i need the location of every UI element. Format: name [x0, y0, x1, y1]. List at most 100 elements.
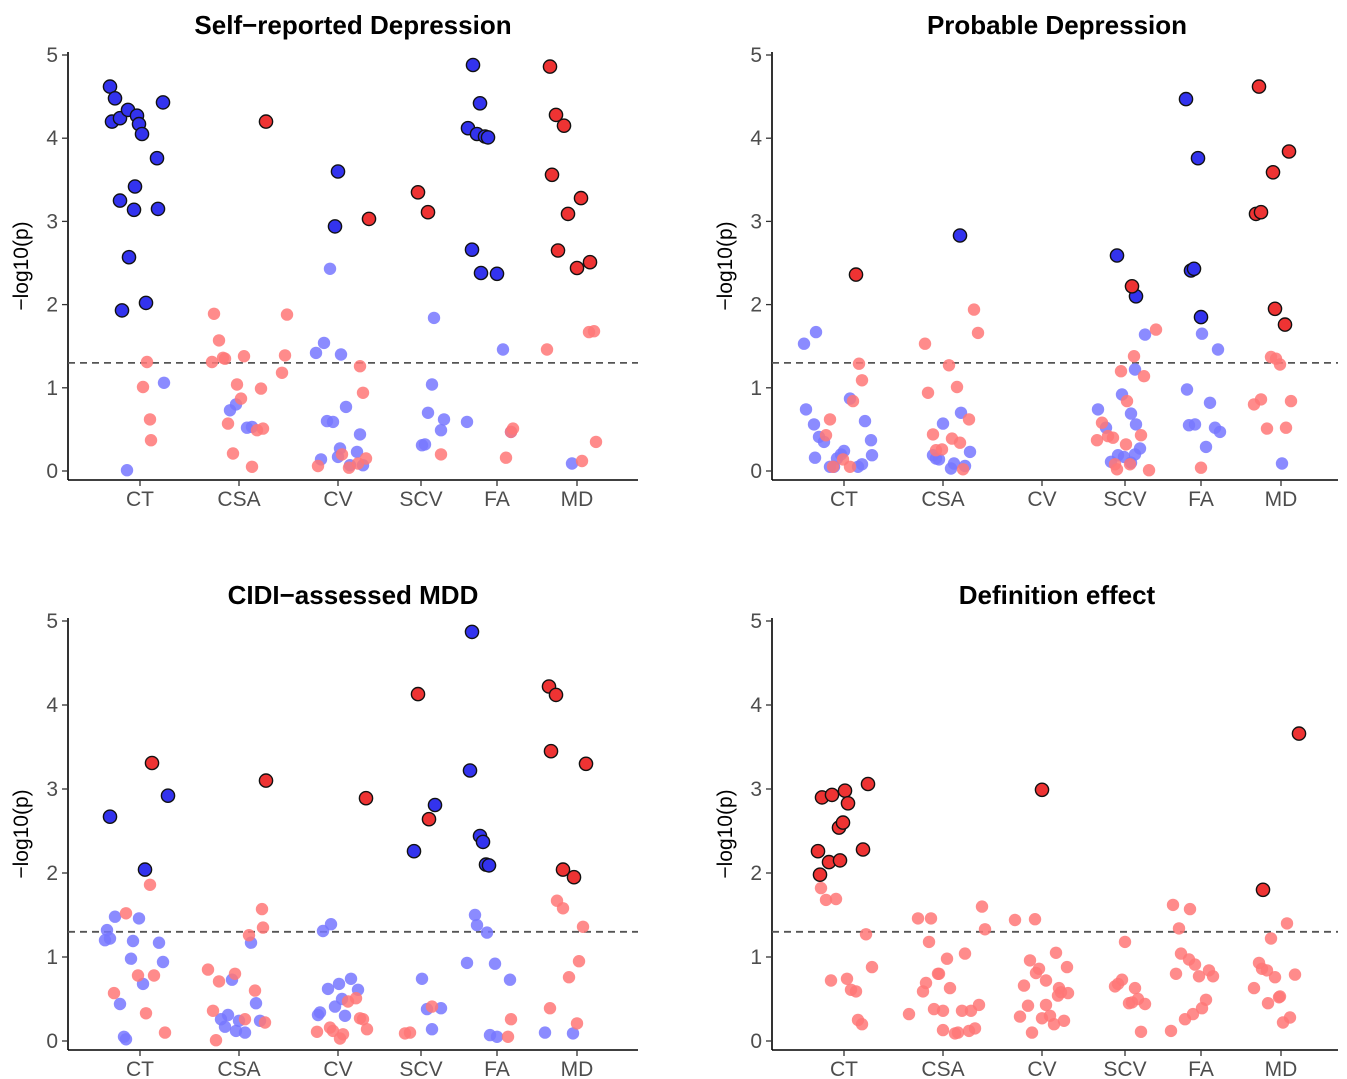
nonsignificant-point: [1021, 999, 1035, 1012]
significant-point: [107, 91, 123, 106]
nonsignificant-point: [205, 355, 219, 369]
panel-definition-effect: Definition effect −log10(p) 0 1 2 3 4 5 CT CSA CV S…: [714, 580, 1338, 1079]
significant-point: [410, 184, 426, 200]
panel-self-reported-depression: Self−reported Depression −log10(p) 0 1 2 3 4 5 C…: [10, 10, 638, 511]
nonsignificant-point: [1283, 1011, 1297, 1024]
x-tick-label-scv: SCV: [1103, 488, 1146, 511]
nonsignificant-point: [902, 1007, 916, 1021]
nonsignificant-point: [321, 982, 335, 996]
x-tick-label-md: MD: [1265, 1058, 1298, 1079]
nonsignificant-point: [313, 1006, 327, 1019]
y-tick-label: 5: [750, 44, 762, 67]
significant-point: [149, 150, 165, 166]
nonsignificant-point: [335, 448, 349, 461]
nonsignificant-point: [1203, 396, 1217, 409]
nonsignificant-point: [280, 308, 294, 321]
x-tick-label-csa: CSA: [921, 1058, 964, 1079]
nonsignificant-point: [332, 977, 346, 991]
y-tick-label: 0: [46, 1030, 58, 1053]
nonsignificant-point: [353, 360, 367, 373]
nonsignificant-point: [1183, 902, 1197, 916]
nonsignificant-point: [1025, 1026, 1039, 1039]
nonsignificant-point: [799, 403, 813, 416]
nonsignificant-point: [275, 366, 289, 379]
y-tick-label: 0: [46, 460, 58, 483]
significant-point: [837, 783, 853, 799]
nonsignificant-point: [1261, 997, 1275, 1010]
y-tick-label: 3: [750, 778, 762, 801]
x-tick-label-md: MD: [1265, 488, 1298, 511]
significant-point: [258, 773, 274, 788]
nonsignificant-point: [565, 457, 579, 470]
nonsignificant-point: [931, 967, 945, 980]
nonsignificant-point: [1119, 438, 1133, 451]
nonsignificant-point: [212, 975, 226, 988]
nonsignificant-point: [1279, 421, 1293, 434]
nonsignificant-point: [113, 997, 127, 1011]
significant-point: [1281, 144, 1297, 159]
nonsignificant-point: [418, 438, 432, 451]
y-tick-label: 2: [750, 862, 762, 885]
nonsignificant-point: [855, 458, 869, 471]
nonsignificant-point: [1129, 418, 1143, 431]
nonsignificant-point: [947, 457, 961, 470]
nonsignificant-point: [1172, 922, 1186, 935]
nonsignificant-point: [1110, 463, 1124, 476]
nonsignificant-point: [814, 881, 828, 895]
nonsignificant-point: [1264, 932, 1278, 945]
nonsignificant-point: [935, 443, 949, 456]
nonsignificant-point: [1061, 986, 1075, 1000]
nonsignificant-point: [234, 392, 248, 405]
significant-point: [1193, 309, 1209, 325]
y-tick-label: 1: [750, 946, 762, 969]
nonsignificant-point: [922, 935, 936, 949]
x-tick-label-ct: CT: [126, 1058, 154, 1079]
nonsignificant-point: [1106, 431, 1120, 444]
significant-point: [114, 303, 130, 318]
nonsignificant-point: [819, 429, 833, 442]
nonsignificant-point: [972, 998, 986, 1012]
x-tick-label-fa: FA: [484, 488, 510, 511]
nonsignificant-point: [437, 413, 451, 426]
significant-point: [810, 843, 826, 859]
nonsignificant-point: [1128, 363, 1142, 376]
nonsignificant-point: [212, 334, 226, 347]
nonsignificant-point: [324, 918, 338, 931]
significant-point: [421, 811, 437, 827]
nonsignificant-point: [108, 910, 122, 923]
nonsignificant-point: [132, 912, 146, 925]
nonsignificant-point: [575, 454, 589, 468]
x-tick-label-csa: CSA: [921, 488, 964, 511]
x-tick-label-cv: CV: [1027, 488, 1056, 511]
significant-point: [542, 59, 558, 74]
significant-point: [1251, 79, 1267, 94]
y-tick-label: 4: [750, 694, 762, 717]
nonsignificant-point: [353, 428, 367, 441]
nonsignificant-point: [317, 336, 331, 350]
significant-point: [952, 228, 968, 243]
nonsignificant-point: [136, 380, 150, 394]
significant-point: [569, 260, 585, 276]
nonsignificant-point: [356, 386, 370, 399]
nonsignificant-point: [924, 912, 938, 925]
nonsignificant-point: [1017, 979, 1031, 992]
nonsignificant-point: [1268, 971, 1282, 984]
nonsignificant-point: [1028, 913, 1042, 926]
nonsignificant-point: [809, 325, 823, 339]
nonsignificant-point: [1049, 946, 1063, 959]
nonsignificant-point: [1128, 448, 1142, 461]
nonsignificant-point: [859, 928, 873, 941]
nonsignificant-point: [256, 422, 270, 435]
nonsignificant-point: [144, 434, 158, 447]
nonsignificant-point: [936, 417, 950, 430]
nonsignificant-point: [538, 1026, 552, 1039]
significant-point: [840, 796, 856, 811]
nonsignificant-point: [1134, 1025, 1148, 1039]
significant-point: [550, 243, 566, 258]
nonsignificant-point: [1188, 418, 1202, 431]
nonsignificant-point: [1180, 383, 1194, 396]
nonsignificant-point: [206, 1004, 220, 1017]
nonsignificant-point: [255, 902, 269, 916]
nonsignificant-point: [955, 1004, 969, 1017]
nonsignificant-point: [975, 900, 989, 913]
